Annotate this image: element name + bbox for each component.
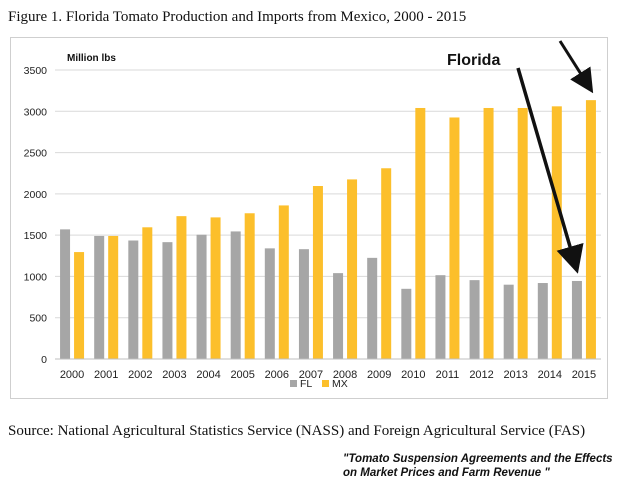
annotations: MexicoFlorida	[447, 40, 594, 274]
annotation-mexico-arrow	[558, 40, 594, 94]
x-tick-label: 2005	[230, 369, 254, 381]
bar-mx-2001	[108, 235, 119, 359]
bar-mx-2010	[415, 107, 426, 360]
bar-mx-2013	[517, 107, 528, 360]
bar-mx-2006	[278, 205, 289, 359]
y-axis-ticks: 0 500 1000 1500 2000 2500 3000 3500	[24, 65, 48, 366]
bar-fl-2006	[264, 248, 275, 359]
x-tick-label: 2009	[367, 369, 391, 381]
bar-fl-2007	[298, 249, 309, 359]
y-tick-label: 2000	[24, 189, 48, 201]
legend: FL MX	[290, 378, 348, 390]
chart-area: 0 500 1000 1500 2000 2500 3000 3500 Million lbs…	[10, 37, 608, 399]
bar-chart: 0 500 1000 1500 2000 2500 3000 3500 Million lbs…	[24, 40, 601, 390]
bar-fl-2011	[435, 275, 446, 359]
y-tick-label: 2500	[24, 148, 48, 160]
x-tick-label: 2006	[265, 369, 289, 381]
legend-swatch-fl	[290, 380, 297, 387]
bar-fl-2010	[401, 288, 412, 359]
bar-fl-2002	[128, 240, 139, 359]
x-tick-label: 2002	[128, 369, 152, 381]
x-tick-label: 2010	[401, 369, 425, 381]
x-tick-label: 2004	[196, 369, 220, 381]
citation-note: "Tomato Suspension Agreements and the Ef…	[343, 453, 613, 479]
bar-mx-2004	[210, 217, 221, 359]
bar-mx-2002	[142, 227, 153, 359]
y-tick-label: 3500	[24, 65, 48, 77]
annotation-florida-label: Florida	[447, 52, 500, 69]
bar-mx-2009	[381, 168, 392, 359]
x-axis-ticks: 2000 2001 2002 2003 2004 2005 2006 2007 2008 2009…	[60, 369, 596, 381]
y-tick-label: 3000	[24, 106, 48, 118]
bar-fl-2009	[367, 257, 378, 359]
bar-mx-2003	[176, 216, 187, 359]
bar-fl-2004	[196, 234, 207, 359]
bar-fl-2005	[230, 231, 241, 359]
y-axis-label: Million lbs	[67, 53, 116, 64]
bars	[60, 100, 596, 360]
y-tick-label: 1000	[24, 271, 48, 283]
bar-fl-2003	[162, 242, 173, 359]
x-tick-label: 2007	[299, 369, 323, 381]
legend-label-fl: FL	[300, 378, 312, 390]
x-tick-label: 2013	[503, 369, 527, 381]
y-tick-label: 0	[41, 354, 47, 366]
bar-fl-2014	[537, 283, 548, 359]
bar-mx-2008	[347, 179, 358, 359]
bar-fl-2001	[94, 235, 105, 359]
bar-fl-2008	[333, 273, 344, 359]
bar-mx-2011	[449, 117, 460, 359]
legend-swatch-mx	[322, 380, 329, 387]
x-tick-label: 2012	[469, 369, 493, 381]
annotation-florida-arrow	[516, 67, 584, 274]
x-tick-label: 2001	[94, 369, 118, 381]
x-tick-label: 2014	[538, 369, 562, 381]
figure-title: Figure 1. Florida Tomato Production and …	[8, 9, 467, 25]
bar-fl-2015	[571, 280, 582, 359]
bar-mx-2012	[483, 107, 494, 360]
x-tick-label: 2000	[60, 369, 84, 381]
bar-mx-2005	[244, 213, 255, 359]
bar-fl-2012	[469, 280, 480, 359]
bar-mx-2015	[585, 100, 596, 359]
bar-fl-2013	[503, 284, 514, 359]
bar-fl-2000	[60, 229, 71, 359]
y-tick-label: 1500	[24, 230, 48, 242]
x-tick-label: 2008	[333, 369, 357, 381]
x-tick-label: 2003	[162, 369, 186, 381]
legend-label-mx: MX	[332, 378, 348, 390]
bar-mx-2000	[74, 252, 85, 359]
x-tick-label: 2015	[572, 369, 596, 381]
source-note: Source: National Agricultural Statistics…	[8, 423, 586, 439]
y-tick-label: 500	[29, 313, 47, 325]
x-tick-label: 2011	[436, 369, 460, 381]
bar-mx-2007	[312, 186, 323, 359]
bar-mx-2014	[551, 106, 562, 360]
